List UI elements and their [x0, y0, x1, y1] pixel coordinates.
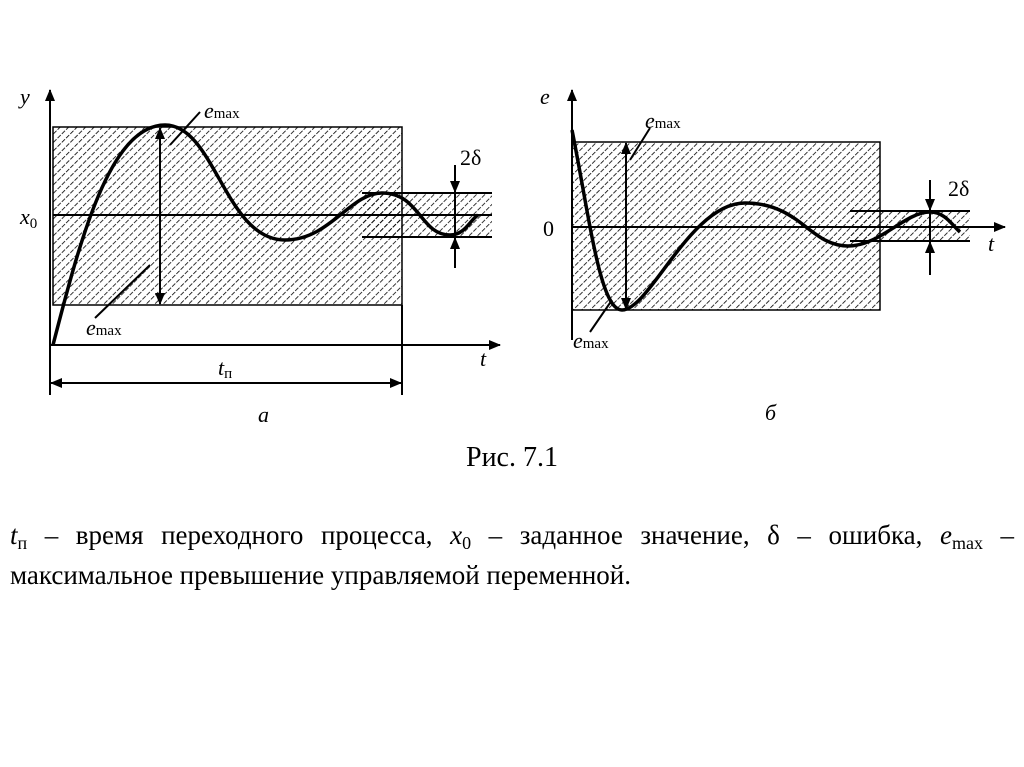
symbol: x — [450, 520, 463, 550]
figure-b: e emax 2δ 0 emax t б — [540, 84, 1006, 425]
leader — [94, 264, 151, 319]
figure-a: y emax 2δ x0 emax t tп а — [18, 84, 501, 427]
zero-label: 0 — [543, 216, 554, 241]
axis-label: t — [480, 346, 487, 371]
axis-label: y — [18, 84, 30, 109]
error-curve — [570, 129, 962, 312]
emax-label: emax — [204, 98, 240, 123]
axis-label: e — [540, 84, 550, 109]
emax-label: emax — [645, 108, 681, 133]
caption: Рис. 7.1 — [466, 442, 558, 473]
subscript: 0 — [462, 533, 472, 553]
x0-label: x0 — [19, 204, 37, 232]
axis-label: t — [988, 231, 995, 256]
leader — [629, 127, 651, 161]
legend-text: tп – время переходного процесса, x0 – за… — [10, 515, 1014, 595]
leader — [169, 111, 201, 146]
subscript: п — [17, 533, 28, 553]
emax-label: emax — [573, 328, 609, 353]
delta-label: 2δ — [948, 176, 969, 201]
subscript: max — [951, 533, 983, 553]
definition: – максимальное превышение управляемой пе… — [10, 520, 1015, 590]
symbol: e — [939, 520, 952, 550]
definition: – заданное значение, — [471, 520, 768, 550]
symbol: δ — [767, 520, 780, 550]
panel-label: б — [765, 400, 777, 425]
response-curve — [51, 123, 480, 346]
symbol: t — [10, 520, 18, 550]
panel-label: а — [258, 402, 269, 427]
tp-label: tп — [218, 355, 232, 382]
definition: – ошибка, — [779, 520, 940, 550]
leader — [589, 299, 613, 333]
definition: – время переходного процесса, — [27, 520, 451, 550]
delta-label: 2δ — [460, 145, 481, 170]
emax-label: emax — [86, 315, 122, 340]
